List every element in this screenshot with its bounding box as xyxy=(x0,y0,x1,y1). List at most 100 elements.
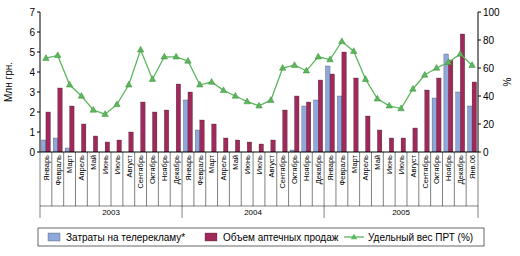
category-separator xyxy=(205,152,206,206)
marker xyxy=(398,105,404,111)
category-separator xyxy=(454,152,455,206)
legend-swatch xyxy=(351,234,357,240)
marker xyxy=(244,98,250,104)
x-tick-label: Июль xyxy=(255,155,264,174)
bar xyxy=(212,124,216,152)
bar xyxy=(81,124,85,152)
x-tick-label: Сентябрь xyxy=(421,155,430,189)
bar xyxy=(141,102,145,152)
marker xyxy=(339,38,345,44)
legend-swatch xyxy=(205,233,217,241)
bar xyxy=(164,110,168,152)
bar xyxy=(326,66,330,152)
y-tick-label: 5 xyxy=(29,47,35,58)
x-tick-label: Февраль xyxy=(54,155,63,186)
x-tick-label: Июнь xyxy=(243,155,252,174)
x-axis xyxy=(40,152,478,153)
bar xyxy=(70,106,74,152)
x-tick-label: Март xyxy=(207,154,216,173)
y-tick xyxy=(37,132,40,133)
x-tick-label: Январь xyxy=(326,155,335,181)
y-tick xyxy=(37,32,40,33)
marker xyxy=(256,102,262,108)
bar xyxy=(444,54,448,152)
bar xyxy=(58,88,62,152)
marker xyxy=(161,53,167,59)
bar xyxy=(425,90,429,152)
x-tick-label: Август xyxy=(267,154,276,177)
marker xyxy=(137,46,143,52)
y-tick xyxy=(37,52,40,53)
bar xyxy=(195,130,199,152)
y-tick xyxy=(37,72,40,73)
y2-tick xyxy=(478,12,481,13)
category-separator xyxy=(406,152,407,206)
y-tick-label: 7 xyxy=(29,7,35,18)
y-tick xyxy=(37,152,40,153)
x-tick-label: Март xyxy=(350,154,359,173)
x-tick-label: Июнь xyxy=(101,155,110,174)
category-separator xyxy=(478,152,479,206)
marker xyxy=(149,76,155,82)
marker xyxy=(469,62,475,68)
x-tick-label: Март xyxy=(65,154,74,173)
x-tick-label: Декабрь xyxy=(314,155,323,184)
y2-tick-label: 60 xyxy=(483,63,495,74)
bar xyxy=(295,96,299,152)
x-tick-label: Январь xyxy=(42,155,51,181)
category-separator xyxy=(193,152,194,206)
group-separator xyxy=(40,206,41,218)
category-separator xyxy=(312,152,313,206)
marker xyxy=(315,53,321,59)
chart: 01234567020406080100Млн грн.%ЯнварьФевра… xyxy=(0,0,520,256)
y2-tick xyxy=(478,124,481,125)
group-label: 2003 xyxy=(102,208,120,217)
marker xyxy=(457,51,463,57)
bar xyxy=(53,138,57,152)
bar xyxy=(448,60,452,152)
category-separator xyxy=(418,152,419,206)
y2-tick-label: 80 xyxy=(483,35,495,46)
group-line xyxy=(40,206,478,207)
marker xyxy=(173,53,179,59)
y-tick-label: 3 xyxy=(29,87,35,98)
category-separator xyxy=(99,152,100,206)
y-tick xyxy=(37,12,40,13)
bar xyxy=(330,74,334,152)
y-tick-label: 0 xyxy=(29,147,35,158)
marker xyxy=(66,81,72,87)
legend-frame xyxy=(38,228,484,246)
x-tick-label: Декабрь xyxy=(172,155,181,184)
bar xyxy=(389,138,393,152)
category-separator xyxy=(253,152,254,206)
category-separator xyxy=(158,152,159,206)
x-tick-label: Июнь xyxy=(385,155,394,174)
bar xyxy=(468,106,472,152)
category-separator xyxy=(146,152,147,206)
bar xyxy=(377,130,381,152)
legend-label: Удельный вес ПРТ (%) xyxy=(368,232,473,243)
bar xyxy=(456,92,460,152)
marker xyxy=(279,65,285,71)
bar xyxy=(271,140,275,152)
x-tick-label: Октябрь xyxy=(290,155,299,184)
bar xyxy=(366,116,370,152)
marker xyxy=(410,86,416,92)
legend: Затраты на телерекламу*Объем аптечных пр… xyxy=(38,228,484,246)
category-separator xyxy=(182,152,183,206)
category-separator xyxy=(430,152,431,206)
group-separator xyxy=(324,206,325,218)
category-separator xyxy=(288,152,289,206)
x-tick-label: Май xyxy=(231,155,240,170)
marker xyxy=(197,81,203,87)
category-separator xyxy=(87,152,88,206)
bar xyxy=(152,112,156,152)
category-separator xyxy=(466,152,467,206)
x-tick-label: Апрель xyxy=(361,155,370,181)
marker xyxy=(102,111,108,117)
category-separator xyxy=(111,152,112,206)
group-label: 2005 xyxy=(392,208,410,217)
category-separator xyxy=(300,152,301,206)
bar xyxy=(93,136,97,152)
category-separator xyxy=(276,152,277,206)
